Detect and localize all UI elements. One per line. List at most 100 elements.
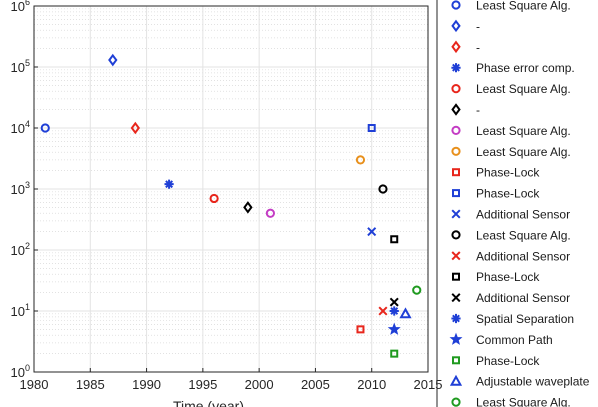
data-point — [367, 124, 376, 132]
data-point — [265, 208, 275, 218]
legend-label: Phase-Lock — [476, 270, 540, 284]
y-tick-label: 104 — [11, 119, 30, 136]
data-point — [356, 325, 365, 334]
x-tick-label: 1985 — [76, 377, 105, 392]
legend-item: Phase-Lock — [452, 354, 540, 368]
legend-label: Additional Sensor — [476, 208, 570, 222]
data-point — [355, 155, 366, 165]
legend-label: Least Square Alg. — [476, 228, 571, 242]
x-tick-label: 1990 — [132, 377, 161, 392]
legend-item: Least Square Alg. — [451, 145, 571, 159]
legend-item: Phase-Lock — [452, 270, 540, 284]
legend-marker — [451, 293, 461, 303]
legend-marker — [451, 103, 461, 116]
data-point — [387, 322, 401, 335]
data-point — [40, 123, 50, 133]
data-points — [40, 53, 422, 358]
data-point — [209, 193, 219, 204]
data-point — [367, 227, 377, 237]
legend-label: Additional Sensor — [476, 291, 570, 305]
legend-label: Least Square Alg. — [476, 82, 571, 96]
data-point — [390, 349, 399, 358]
legend-item: - — [451, 103, 480, 117]
legend-marker — [451, 0, 461, 10]
data-point — [378, 306, 388, 316]
legend-item: Spatial Separation — [451, 312, 574, 326]
legend-label: Additional Sensor — [476, 249, 570, 263]
legend-label: - — [476, 19, 480, 33]
x-tick-label: 2015 — [414, 377, 443, 392]
legend-marker — [451, 84, 461, 94]
legend-item: Additional Sensor — [451, 208, 570, 222]
data-point — [399, 307, 412, 319]
legend-label: - — [476, 103, 480, 117]
grid — [33, 5, 429, 373]
legend-marker — [452, 272, 460, 281]
data-point — [412, 285, 422, 295]
legend-label: Least Square Alg. — [476, 124, 571, 138]
legend-item: - — [451, 40, 480, 54]
legend-marker — [451, 397, 461, 407]
legend-marker — [451, 146, 461, 156]
legend-marker — [451, 125, 461, 135]
data-point — [243, 201, 253, 214]
legend-item: Least Square Alg. — [451, 396, 571, 407]
x-tick-label: 2005 — [301, 377, 330, 392]
x-tick-label: 1980 — [20, 377, 49, 392]
legend-marker — [451, 63, 461, 73]
legend-marker — [451, 19, 461, 33]
y-tick-label: 102 — [11, 241, 30, 258]
y-tick-label: 101 — [11, 302, 30, 319]
legend-marker — [451, 313, 461, 324]
data-point — [108, 53, 118, 67]
legend-item: Least Square Alg. — [451, 228, 571, 242]
legend-marker — [451, 251, 461, 261]
legend-marker — [451, 40, 461, 54]
legend-label: Phase-Lock — [476, 187, 540, 201]
legend-item: Least Square Alg. — [451, 124, 571, 138]
legend-marker — [451, 209, 461, 219]
data-point — [389, 306, 399, 316]
legend-label: Common Path — [476, 333, 553, 347]
y-tick-label: 103 — [11, 180, 30, 197]
legend-item: Additional Sensor — [451, 249, 570, 263]
data-point — [130, 121, 141, 135]
legend-marker — [451, 230, 461, 240]
legend-marker — [452, 168, 460, 177]
legend-item: Phase-Lock — [452, 187, 540, 201]
legend-item: Additional Sensor — [451, 291, 570, 305]
y-tick-label: 105 — [11, 58, 30, 75]
data-point — [378, 184, 388, 194]
legend-item: Phase-Lock — [452, 166, 540, 180]
legend-label: - — [476, 40, 480, 54]
x-axis-title: Time (year) — [173, 398, 244, 407]
legend-label: Phase-Lock — [476, 354, 540, 368]
data-point — [164, 179, 174, 189]
x-tick-label: 2000 — [245, 377, 274, 392]
legend-item: Common Path — [449, 332, 553, 347]
data-point — [389, 297, 399, 307]
legend-item: Phase error comp. — [451, 61, 575, 75]
data-point — [390, 235, 399, 244]
x-tick-label: 1995 — [188, 377, 217, 392]
legend-label: Adjustable waveplate — [476, 375, 590, 389]
legend-label: Least Square Alg. — [476, 396, 571, 407]
legend-marker — [449, 374, 463, 386]
legend-label: Phase-Lock — [476, 166, 540, 180]
legend-marker — [452, 356, 460, 365]
legend-item: Adjustable waveplate — [449, 374, 590, 389]
legend: Least Square Alg. - - Phase error comp. Leas… — [449, 0, 590, 407]
legend-item: - — [451, 19, 480, 33]
y-tick-label: 100 — [11, 363, 30, 380]
legend-item: Least Square Alg. — [451, 0, 571, 13]
legend-label: Least Square Alg. — [476, 145, 571, 159]
legend-marker — [452, 189, 460, 198]
legend-item: Least Square Alg. — [451, 82, 571, 96]
axis-ticks: 1980 1985 1990 1995 2000 2005 2010 2015 100 101 10… — [11, 0, 443, 392]
legend-label: Phase error comp. — [476, 61, 575, 75]
legend-marker — [449, 332, 463, 345]
y-tick-label: 106 — [11, 0, 30, 14]
x-tick-label: 2010 — [357, 377, 386, 392]
legend-label: Spatial Separation — [476, 312, 574, 326]
